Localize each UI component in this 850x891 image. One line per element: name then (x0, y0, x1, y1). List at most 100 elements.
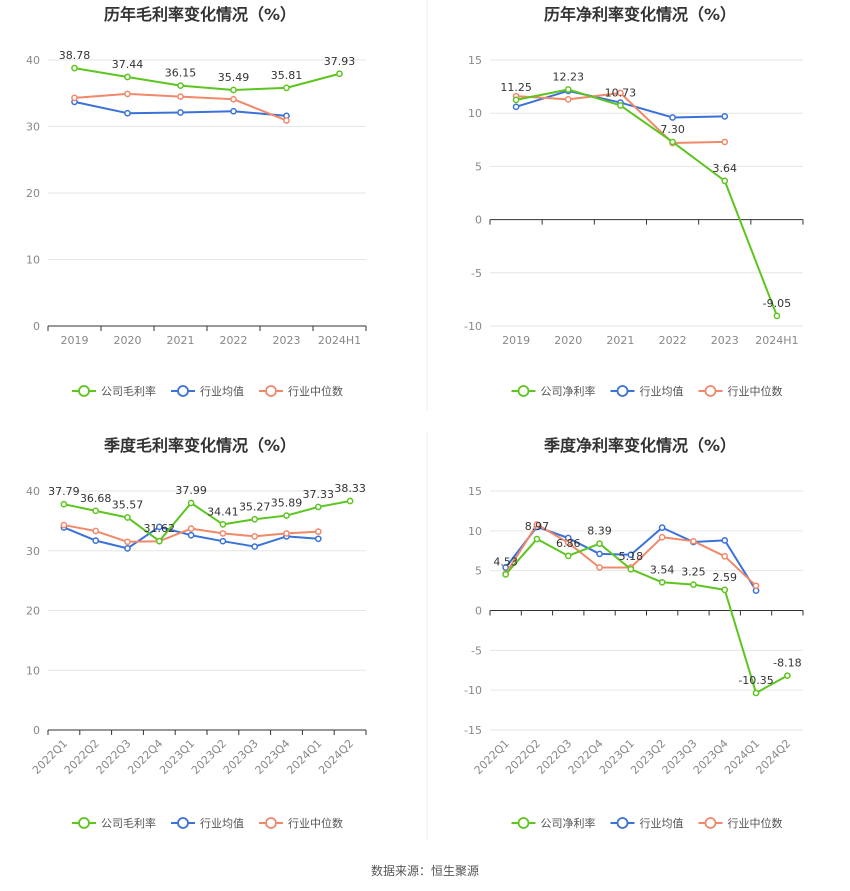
y-tick-label: 10 (468, 525, 482, 538)
y-tick-label: 10 (26, 664, 40, 677)
data-point-company (596, 540, 603, 548)
data-label: 36.68 (80, 492, 112, 505)
data-label: 38.78 (59, 49, 91, 62)
data-point-avg (721, 113, 729, 120)
y-tick-label: -5 (471, 267, 482, 280)
data-point-avg (230, 107, 237, 115)
x-tick-label: 2024H1 (318, 334, 361, 347)
legend-label: 行业中位数 (728, 384, 783, 398)
data-point-avg (658, 524, 666, 531)
legend-label: 公司净利率 (541, 384, 596, 398)
legend-label: 公司毛利率 (101, 384, 156, 398)
data-label: 37.33 (303, 488, 335, 501)
data-label: 35.27 (239, 500, 271, 513)
y-tick-label: 15 (468, 54, 482, 67)
legend-marker-company (517, 817, 530, 829)
legend-label: 行业均值 (200, 817, 244, 830)
data-point-median (564, 539, 572, 547)
x-tick-label: 2024H1 (755, 334, 798, 347)
data-point-company (773, 312, 781, 320)
data-label: -8.18 (773, 657, 801, 670)
data-point-company (177, 82, 184, 89)
data-point-company (533, 535, 541, 543)
y-tick-label: -10 (464, 684, 482, 697)
y-tick-label: 5 (475, 160, 482, 173)
data-label: 35.57 (112, 498, 144, 511)
data-point-avg (92, 537, 100, 544)
y-tick-label: 40 (26, 54, 40, 67)
data-point-avg (251, 543, 259, 550)
legend-marker-company (78, 817, 90, 829)
data-point-company (283, 512, 290, 519)
y-tick-label: 20 (26, 187, 40, 200)
data-point-company (314, 503, 322, 511)
y-tick-label: 0 (475, 605, 482, 618)
legend-label: 行业均值 (200, 385, 244, 398)
data-label: 36.15 (165, 67, 197, 80)
data-point-company (564, 552, 572, 560)
y-tick-label: 0 (33, 724, 40, 737)
chart-3: 季度毛利率变化情况（%）0102030402022Q12022Q22022Q32… (26, 436, 367, 830)
data-point-company (230, 86, 237, 94)
data-label: 34.41 (207, 505, 239, 518)
data-point-avg (669, 114, 676, 121)
data-point-company (124, 73, 131, 81)
data-label: -10.35 (738, 674, 773, 687)
data-point-avg (314, 535, 322, 543)
data-point-company (690, 581, 697, 588)
legend-label: 行业中位数 (728, 816, 783, 830)
data-point-median (658, 533, 666, 541)
series-line-company (504, 538, 788, 694)
data-label: 35.89 (271, 497, 303, 510)
y-tick-label: -15 (464, 724, 482, 737)
data-label: 3.25 (681, 566, 706, 579)
legend: 公司净利率 行业均值 行业中位数 (511, 384, 783, 398)
x-tick-label: 2022 (659, 334, 687, 347)
chart-4: 季度净利率变化情况（%）-15-10-50510152022Q12022Q220… (464, 436, 804, 830)
x-tick-label: 2023 (711, 334, 739, 347)
data-label: 37.99 (175, 484, 207, 497)
y-tick-label: 10 (468, 107, 482, 120)
legend-marker-avg (177, 817, 189, 829)
data-point-company (627, 565, 635, 573)
data-label: 11.25 (500, 81, 532, 94)
legend-marker-company (517, 385, 530, 397)
data-point-median (690, 537, 697, 545)
data-label: 35.49 (218, 71, 250, 84)
data-label: 31.62 (144, 522, 176, 535)
data-point-company (155, 537, 163, 545)
data-point-avg (596, 550, 603, 558)
data-label: 3.54 (650, 563, 675, 576)
data-point-median (187, 525, 195, 532)
x-tick-label: 2020 (114, 334, 142, 347)
legend-label: 行业中位数 (288, 384, 343, 398)
chart-title: 历年净利率变化情况（%） (544, 5, 736, 24)
data-point-median (60, 521, 68, 529)
data-label: 37.93 (324, 55, 356, 68)
data-label: 4.53 (493, 555, 518, 568)
legend-marker-median (704, 817, 717, 829)
data-point-avg (721, 537, 729, 544)
data-label: 37.79 (48, 485, 80, 498)
x-tick-label: 2024Q2 (316, 737, 356, 777)
data-point-company (124, 514, 131, 521)
data-point-company (721, 177, 729, 185)
legend-label: 行业均值 (640, 385, 684, 398)
data-point-median (752, 582, 760, 590)
data-point-median (230, 95, 237, 103)
data-label: 5.18 (619, 550, 644, 563)
y-tick-label: 30 (26, 121, 40, 134)
x-tick-label: 2021 (606, 334, 634, 347)
data-point-median (314, 528, 322, 535)
data-point-company (784, 672, 791, 680)
data-point-median (617, 89, 624, 97)
chart-2: 历年净利率变化情况（%） -10 -5 0 5 10 15 2019 2020 2021 2022 2… (464, 5, 804, 398)
x-tick-label: 2022 (220, 334, 248, 347)
data-point-median (721, 552, 729, 560)
legend: 公司毛利率 行业均值 行业中位数 (72, 816, 343, 830)
data-point-median (219, 530, 227, 537)
data-point-median (283, 530, 290, 537)
data-label: 10.73 (605, 86, 637, 99)
legend: 公司毛利率 行业均值 行业中位数 (72, 384, 343, 398)
data-label: 12.23 (553, 70, 585, 83)
